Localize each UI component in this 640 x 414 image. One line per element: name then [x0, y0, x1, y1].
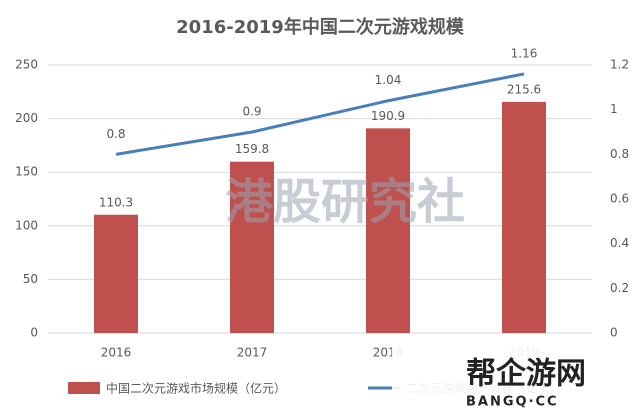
- y2-tick-label: 0: [610, 326, 618, 340]
- legend-label: 中国二次元游戏市场规模（亿元）: [106, 381, 286, 396]
- watermark-box: [392, 346, 640, 414]
- data-label: 1.04: [375, 73, 402, 87]
- data-label: 110.3: [99, 195, 133, 209]
- y2-tick-label: 1.2: [610, 58, 629, 72]
- x-tick-label: 2016: [101, 346, 132, 360]
- bar: [366, 128, 410, 333]
- data-label: 0.9: [242, 105, 261, 119]
- watermark: BANGQ·CC: [466, 395, 559, 410]
- line: [115, 72, 525, 156]
- y-tick-label: 0: [30, 326, 38, 340]
- data-label: 1.16: [511, 46, 538, 60]
- bar: [94, 214, 138, 333]
- watermark: 帮企游网: [466, 357, 586, 392]
- y2-tick-label: 0.8: [610, 147, 629, 161]
- y2-tick-label: 0.6: [610, 192, 629, 206]
- y-tick-label: 200: [15, 111, 38, 125]
- chart-title: 2016-2019年中国二次元游戏规模: [176, 16, 465, 38]
- bar: [230, 161, 274, 333]
- data-label: 190.9: [371, 109, 405, 123]
- y2-tick-label: 1: [610, 102, 618, 116]
- y-tick-label: 100: [15, 218, 38, 232]
- y2-tick-label: 0.2: [610, 281, 629, 295]
- y-tick-label: 250: [15, 58, 38, 72]
- x-tick-label: 2017: [237, 346, 268, 360]
- y2-tick-label: 0.4: [610, 236, 629, 250]
- bar: [502, 101, 546, 333]
- data-label: 0.8: [106, 127, 125, 141]
- watermark: 港股研究社: [225, 174, 465, 230]
- y-tick-label: 50: [23, 272, 38, 286]
- data-label: 215.6: [507, 82, 541, 96]
- legend-swatch: [68, 382, 100, 394]
- data-label: 159.8: [235, 142, 269, 156]
- y-tick-label: 150: [15, 165, 38, 179]
